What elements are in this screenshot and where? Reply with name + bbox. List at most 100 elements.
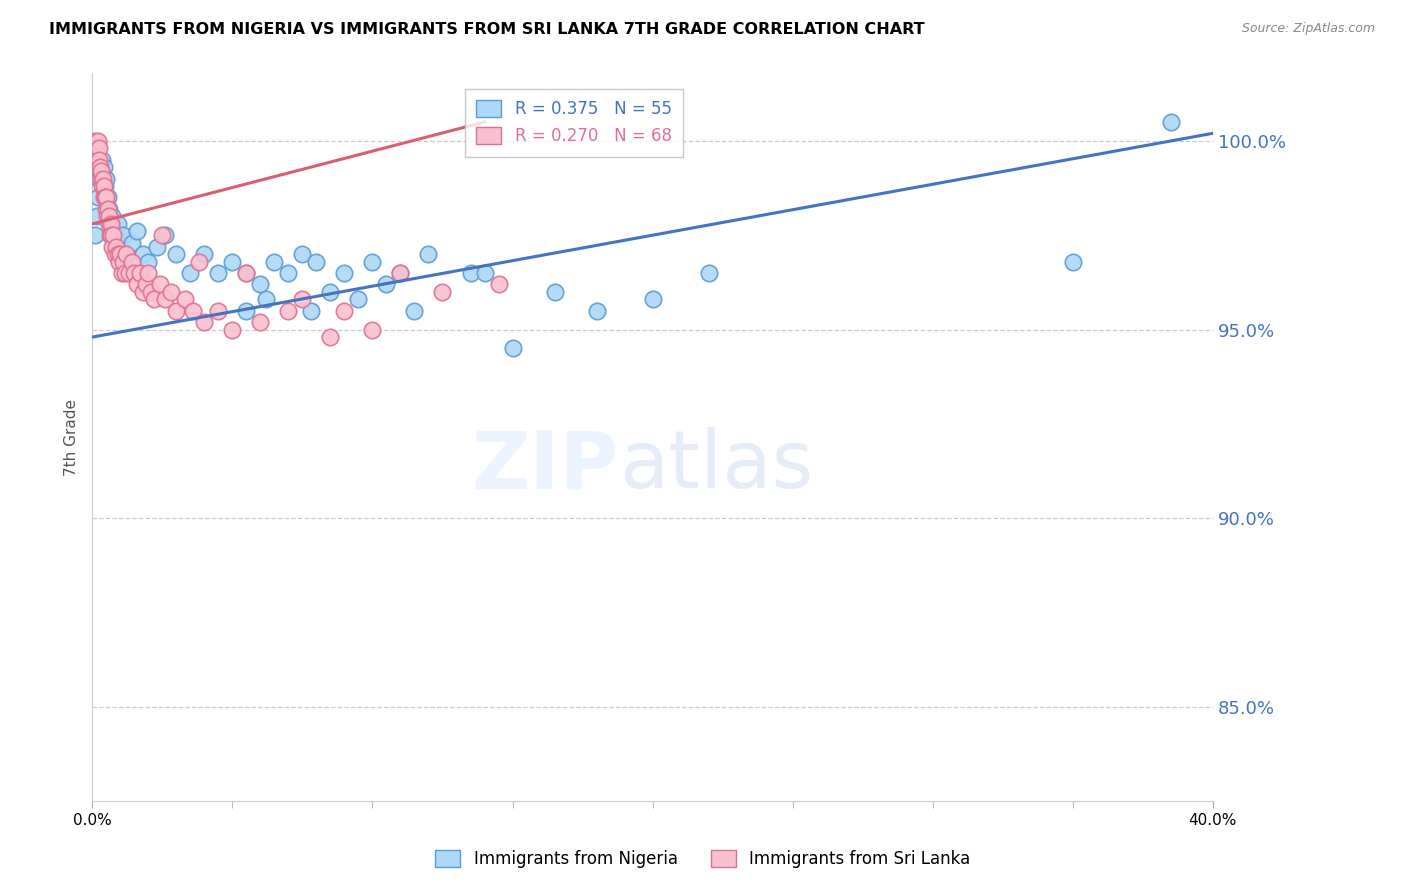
Point — [104, 247, 127, 261]
Point — [97, 190, 120, 204]
Point — [97, 202, 120, 216]
Point — [118, 266, 141, 280]
Point — [155, 293, 177, 307]
Point — [121, 235, 143, 250]
Point — [90, 164, 112, 178]
Point — [94, 202, 117, 216]
Point — [121, 254, 143, 268]
Point — [221, 322, 243, 336]
Point — [152, 228, 174, 243]
Point — [249, 315, 271, 329]
Point — [181, 303, 204, 318]
Point — [91, 153, 114, 167]
Point — [543, 285, 565, 299]
Point — [89, 161, 111, 175]
Point — [187, 254, 209, 268]
Point — [87, 141, 110, 155]
Text: IMMIGRANTS FROM NIGERIA VS IMMIGRANTS FROM SRI LANKA 7TH GRADE CORRELATION CHART: IMMIGRANTS FROM NIGERIA VS IMMIGRANTS FR… — [49, 22, 925, 37]
Point — [404, 303, 426, 318]
Point — [305, 254, 328, 268]
Point — [112, 228, 135, 243]
Point — [115, 247, 138, 261]
Point — [100, 217, 122, 231]
Point — [697, 266, 720, 280]
Point — [87, 190, 110, 204]
Point — [641, 293, 664, 307]
Point — [89, 171, 111, 186]
Point — [96, 190, 118, 204]
Point — [173, 293, 195, 307]
Point — [347, 293, 370, 307]
Point — [112, 254, 135, 268]
Point — [474, 266, 496, 280]
Point — [84, 145, 107, 160]
Point — [389, 266, 412, 280]
Text: ZIP: ZIP — [471, 427, 619, 505]
Point — [375, 277, 398, 292]
Point — [98, 202, 121, 216]
Point — [132, 247, 155, 261]
Point — [86, 141, 108, 155]
Point — [277, 303, 299, 318]
Point — [93, 190, 115, 204]
Point — [103, 228, 125, 243]
Point — [277, 266, 299, 280]
Point — [235, 266, 257, 280]
Point — [98, 210, 121, 224]
Point — [235, 266, 257, 280]
Point — [90, 164, 112, 178]
Point — [155, 228, 177, 243]
Point — [114, 266, 136, 280]
Point — [90, 171, 112, 186]
Point — [83, 141, 105, 155]
Point — [1160, 115, 1182, 129]
Point — [460, 266, 482, 280]
Point — [86, 153, 108, 167]
Point — [83, 153, 105, 167]
Point — [193, 315, 215, 329]
Point — [249, 277, 271, 292]
Point — [207, 266, 229, 280]
Point — [101, 239, 124, 253]
Point — [1062, 254, 1084, 268]
Point — [84, 134, 107, 148]
Point — [291, 293, 314, 307]
Point — [108, 254, 131, 268]
Point — [361, 254, 384, 268]
Point — [146, 239, 169, 253]
Point — [98, 228, 121, 243]
Point — [138, 266, 160, 280]
Point — [101, 210, 124, 224]
Point — [100, 228, 122, 243]
Point — [138, 254, 160, 268]
Point — [127, 277, 149, 292]
Point — [165, 247, 187, 261]
Point — [111, 266, 134, 280]
Point — [105, 239, 128, 253]
Point — [127, 224, 149, 238]
Text: Source: ZipAtlas.com: Source: ZipAtlas.com — [1241, 22, 1375, 36]
Point — [91, 179, 114, 194]
Legend: R = 0.375   N = 55, R = 0.270   N = 68: R = 0.375 N = 55, R = 0.270 N = 68 — [465, 88, 683, 157]
Point — [319, 330, 342, 344]
Point — [96, 171, 118, 186]
Point — [502, 342, 524, 356]
Point — [418, 247, 440, 261]
Point — [110, 247, 132, 261]
Point — [263, 254, 285, 268]
Point — [143, 293, 166, 307]
Point — [333, 303, 356, 318]
Point — [361, 322, 384, 336]
Point — [221, 254, 243, 268]
Point — [235, 303, 257, 318]
Text: atlas: atlas — [619, 427, 813, 505]
Point — [149, 277, 172, 292]
Point — [89, 153, 111, 167]
Point — [254, 293, 277, 307]
Point — [94, 190, 117, 204]
Point — [135, 277, 157, 292]
Point — [104, 228, 127, 243]
Point — [96, 210, 118, 224]
Point — [165, 303, 187, 318]
Y-axis label: 7th Grade: 7th Grade — [65, 399, 79, 475]
